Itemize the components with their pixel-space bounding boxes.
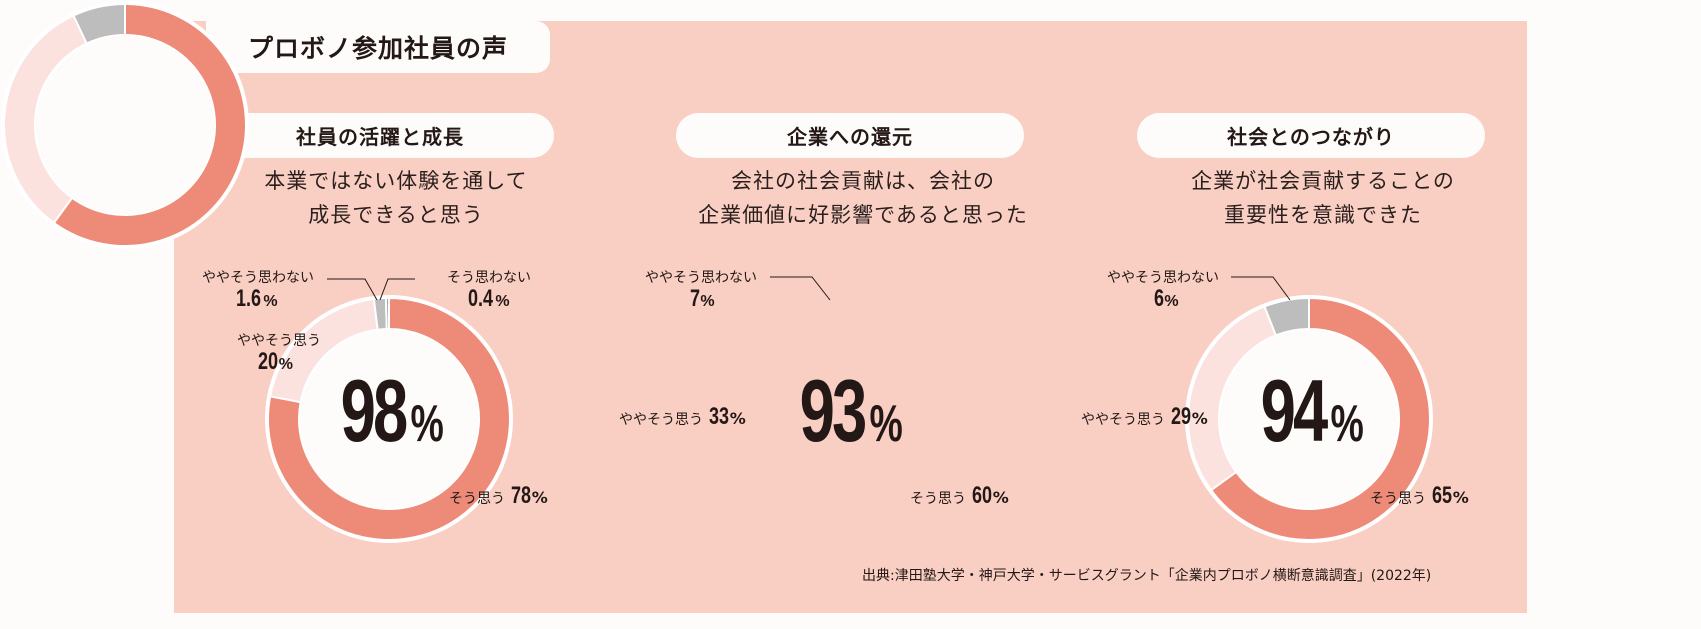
section-heading: 企業への還元	[676, 113, 1024, 158]
question-text: 本業ではない体験を通して 成長できると思う	[264, 169, 528, 227]
label-somewhat-disagree-3: ややそう思わない	[1107, 270, 1219, 286]
value-somewhat-agree-1: 20%	[258, 348, 293, 375]
donut-segment	[267, 296, 511, 541]
section-heading: 社員の活躍と成長	[206, 113, 554, 158]
label-somewhat-disagree-2: ややそう思わない	[645, 270, 757, 286]
label-strongly-agree-1: そう思う 78%	[449, 482, 548, 509]
label-strongly-agree-2: そう思う 60%	[910, 482, 1009, 509]
section-social-connection: 社会とのつながり 企業が社会貢献することの 重要性を意識できた	[1113, 0, 1533, 629]
label-somewhat-agree-2: ややそう思う 33%	[619, 403, 746, 430]
center-value-2: 93 %	[799, 361, 903, 460]
section-employee-growth: 社員の活躍と成長 本業ではない体験を通して 成長できると思う	[186, 0, 606, 629]
section-return-to-company: 企業への還元 会社の社会貢献は、会社の 企業価値に好影響であると思った	[653, 0, 1073, 629]
label-somewhat-agree-1: ややそう思う	[237, 333, 321, 349]
donut-chart-3	[1185, 295, 1433, 543]
value-disagree-1: 0.4%	[468, 285, 510, 312]
value-somewhat-disagree-1: 1.6%	[236, 285, 278, 312]
center-value-1: 98 %	[340, 361, 444, 460]
section-heading: 社会とのつながり	[1137, 113, 1485, 158]
donut-segment	[52, 2, 247, 247]
donut-chart-1	[265, 295, 513, 543]
question-text: 企業が社会貢献することの 重要性を意識できた	[1191, 169, 1455, 227]
donut-chart-2	[1, 1, 249, 249]
leader-line-3	[1231, 276, 1291, 301]
question-text: 会社の社会貢献は、会社の 企業価値に好影響であると思った	[698, 169, 1028, 227]
label-strongly-agree-3: そう思う 65%	[1370, 482, 1469, 509]
label-somewhat-disagree-1: ややそう思わない	[202, 270, 314, 286]
donut-segment	[72, 2, 126, 45]
page-title: プロボノ参加社員の声	[247, 34, 508, 63]
leader-lines-1	[327, 278, 415, 301]
value-somewhat-disagree-2: 7%	[690, 285, 715, 312]
title-speech-bubble	[206, 21, 550, 73]
source-citation: 出典:津田塾大学・神戸大学・サービスグラント「企業内プロボノ横断意識調査」(20…	[862, 568, 1432, 584]
donut-segment	[1209, 296, 1431, 541]
donut-segment	[384, 296, 390, 331]
center-value-3: 94 %	[1260, 361, 1364, 460]
label-somewhat-agree-3: ややそう思う 29%	[1081, 403, 1208, 430]
value-somewhat-disagree-3: 6%	[1154, 285, 1179, 312]
leader-line-2	[770, 276, 831, 301]
label-disagree-1: そう思わない	[447, 270, 531, 286]
donut-segment	[1263, 296, 1310, 337]
